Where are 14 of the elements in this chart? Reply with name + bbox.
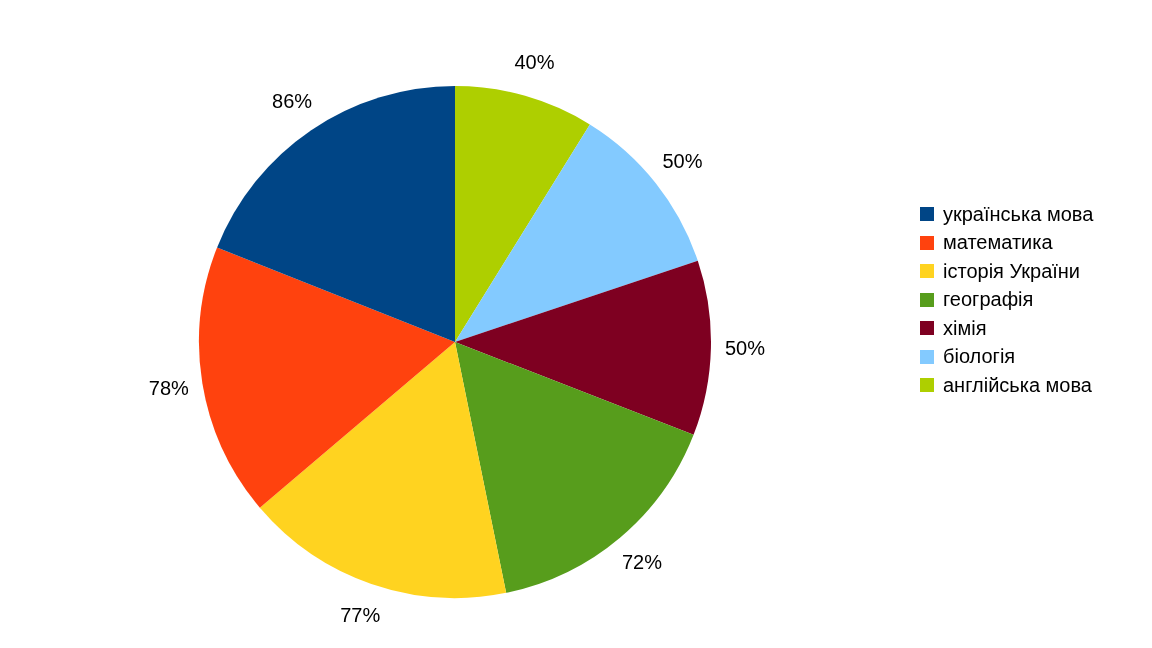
legend-label: біологія (943, 345, 1016, 369)
data-label: 77% (340, 603, 381, 626)
legend-label: історія України (943, 259, 1081, 283)
data-label: 72% (621, 551, 663, 574)
legend-label: географія (943, 288, 1034, 312)
legend-label: англійська мова (943, 373, 1092, 397)
data-label: 86% (272, 89, 313, 112)
legend-label: українська мова (943, 202, 1094, 226)
legend-label: математика (943, 231, 1053, 255)
data-label: 40% (514, 50, 555, 73)
legend-label: хімія (943, 316, 987, 340)
data-label: 50% (662, 149, 703, 172)
data-label: 78% (148, 376, 190, 399)
data-label: 50% (724, 336, 766, 359)
